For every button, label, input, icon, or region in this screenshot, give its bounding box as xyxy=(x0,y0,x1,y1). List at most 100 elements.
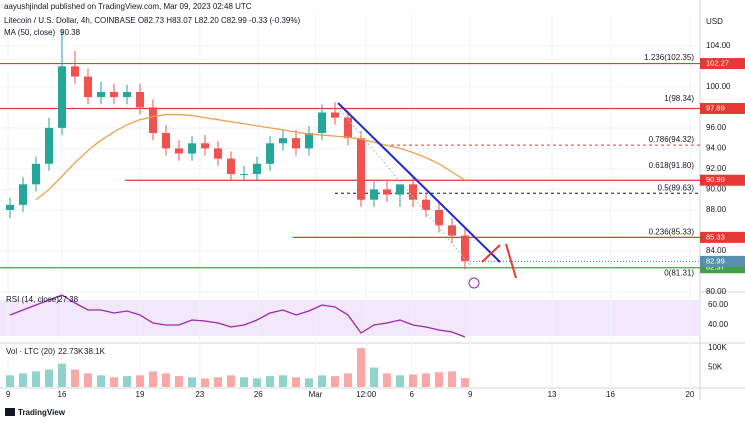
fib-label: 0.618(91.80) xyxy=(649,161,695,170)
x-tick-label: 16 xyxy=(58,390,67,399)
candle-body xyxy=(109,91,119,98)
x-tick-label: 6 xyxy=(409,390,414,399)
candle-body xyxy=(265,143,275,164)
y-tick-label: 40.00 xyxy=(708,320,729,329)
ma-label: MA (50, close) xyxy=(4,28,55,37)
candle-body xyxy=(187,143,197,154)
fib-label: 0.236(85.33) xyxy=(649,227,695,236)
candle-body xyxy=(304,133,314,149)
y-tick-label: 84.00 xyxy=(706,246,727,255)
volume-bar xyxy=(447,371,457,387)
x-tick-label: 9 xyxy=(6,390,11,399)
price-box xyxy=(700,58,745,70)
volume-bar xyxy=(57,363,67,387)
volume-bar xyxy=(460,378,470,387)
candle-body xyxy=(83,76,93,98)
candle-body xyxy=(447,225,457,236)
fib-label: 0.5(89.63) xyxy=(658,183,695,192)
candle-body xyxy=(460,235,470,262)
price-box xyxy=(700,231,745,243)
trendline xyxy=(337,102,501,263)
volume-bar xyxy=(421,373,431,387)
y-tick-label: 100.00 xyxy=(706,82,731,91)
volume-bar xyxy=(96,375,106,387)
volume-bar xyxy=(382,373,392,387)
candle-body xyxy=(70,66,80,77)
price-box-label: 97.89 xyxy=(706,103,725,112)
candle-body xyxy=(408,184,418,200)
price-box-label: 90.90 xyxy=(706,175,725,184)
fib-label: 1.236(102.35) xyxy=(644,53,694,62)
symbol-info: Litecoin / U.S. Dollar, 4h, COINBASE O82… xyxy=(4,16,300,25)
volume-bar xyxy=(148,371,158,387)
fib-guide xyxy=(339,109,471,266)
volume-bar xyxy=(70,369,80,387)
x-tick-label: 12:00 xyxy=(356,390,377,399)
y-tick-label: 92.00 xyxy=(706,164,727,173)
volume-bar xyxy=(5,375,15,387)
volume-bar xyxy=(213,377,223,387)
y-tick-label: 50K xyxy=(708,363,723,372)
price-box xyxy=(700,174,745,186)
volume-bar xyxy=(174,376,184,387)
volume-bar xyxy=(109,377,119,387)
candle-body xyxy=(122,91,132,98)
candle-body xyxy=(161,133,171,149)
rsi-last: 27.38 xyxy=(58,295,79,304)
red-arrow xyxy=(481,244,501,263)
candle-body xyxy=(18,184,28,205)
candle-body xyxy=(369,189,379,200)
fib-label: 0(81.31) xyxy=(664,269,694,278)
x-tick-label: 20 xyxy=(685,390,694,399)
candle-body xyxy=(5,204,15,210)
logo: TradingView xyxy=(18,408,66,417)
candle-body xyxy=(44,127,54,164)
volume-bar xyxy=(200,378,210,387)
candle-body xyxy=(57,66,67,128)
candle-body xyxy=(278,138,288,144)
volume-bar xyxy=(187,377,197,387)
price-box-label: 85.33 xyxy=(706,232,725,241)
volume-bar xyxy=(83,373,93,387)
logo-icon xyxy=(5,408,15,416)
fib-label: 1(98.34) xyxy=(664,94,694,103)
candle-body xyxy=(252,163,262,175)
price-box-label: 82.37 xyxy=(706,263,725,272)
y-tick-label: 80.00 xyxy=(706,287,727,296)
candle-body xyxy=(226,158,236,175)
ma-line xyxy=(35,113,466,201)
volume-bar xyxy=(434,372,444,387)
price-box xyxy=(700,255,745,267)
candle-body xyxy=(330,112,340,118)
candle-body xyxy=(200,143,210,149)
rsi-label: RSI (14, close) xyxy=(6,295,59,304)
price-box-label: 102.27 xyxy=(706,59,729,68)
candle-body xyxy=(343,117,353,139)
fib-label: 0.786(94.32) xyxy=(649,135,695,144)
volume-bar xyxy=(161,373,171,387)
volume-bar xyxy=(265,376,275,387)
volume-bar xyxy=(252,378,262,387)
y-tick-label: 94.00 xyxy=(706,144,727,153)
volume-bar xyxy=(395,375,405,387)
volume-bar xyxy=(122,376,132,387)
alert-icon xyxy=(468,277,480,289)
candle-body xyxy=(434,209,444,226)
candle-body xyxy=(382,189,392,195)
candle-body xyxy=(317,112,327,134)
candle-body xyxy=(395,184,405,195)
volume-bar xyxy=(135,375,145,387)
price-box xyxy=(700,262,745,274)
vol-label: Vol · LTC (20) xyxy=(6,347,56,356)
candle-body xyxy=(31,163,41,185)
volume-bar xyxy=(226,375,236,387)
volume-bar xyxy=(31,371,41,387)
candle-body xyxy=(421,199,431,210)
rsi-line xyxy=(9,294,466,338)
y-tick-label: 96.00 xyxy=(706,123,727,132)
volume-bar xyxy=(369,367,379,387)
y-tick-label: 90.00 xyxy=(706,185,727,194)
volume-bar xyxy=(291,377,301,387)
ma-value: 90.38 xyxy=(60,28,81,37)
